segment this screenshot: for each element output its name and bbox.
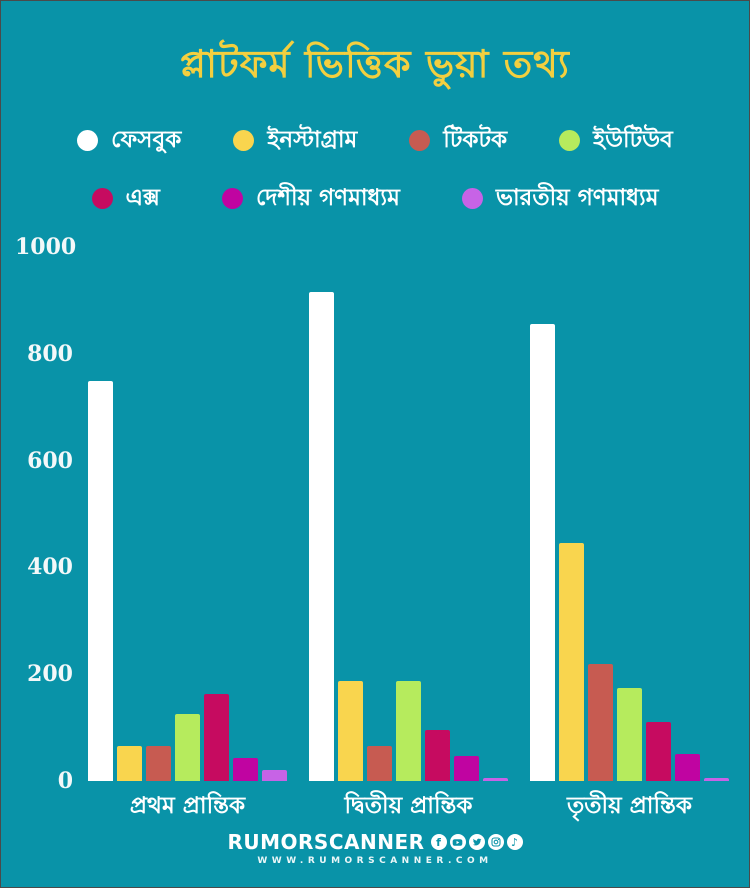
bar-ফেসবুক xyxy=(88,380,113,781)
y-tick-label: 400 xyxy=(27,554,73,581)
legend-color-dot xyxy=(409,130,431,151)
bar-group xyxy=(309,247,508,781)
x-category-label: প্রথম প্রান্তিক xyxy=(129,793,246,819)
legend-label: দেশীয় গণমাধ্যম xyxy=(255,185,400,211)
legend-label: এক্স xyxy=(125,185,160,211)
legend-color-dot xyxy=(91,188,113,209)
bar-টিকটক xyxy=(367,746,392,781)
y-tick-label: 0 xyxy=(57,768,73,794)
bar-ইউটিউব xyxy=(175,714,200,781)
legend-item: টিকটক xyxy=(409,129,507,152)
x-category-label: দ্বিতীয় প্রান্তিক xyxy=(344,793,473,819)
bar-দেশীয় গণমাধ্যম xyxy=(675,754,700,781)
legend-item: ইনস্টাগ্রাম xyxy=(233,129,357,152)
legend-label: ভারতীয় গণমাধ্যম xyxy=(495,185,659,211)
y-tick-label: 1000 xyxy=(15,234,77,260)
legend-color-dot xyxy=(461,188,483,209)
bar-ফেসবুক xyxy=(309,292,334,781)
bar-দেশীয় গণমাধ্যম xyxy=(233,758,258,781)
legend-color-dot xyxy=(233,130,255,151)
legend-label: ইনস্টাগ্রাম xyxy=(267,127,358,153)
website-url: WWW.RUMORSCANNER.COM xyxy=(257,856,493,866)
facebook-icon: f xyxy=(430,834,447,850)
legend-label: ইউটিউব xyxy=(593,127,673,153)
bar-ফেসবুক xyxy=(530,324,555,781)
brand-name: RUMORSCANNER xyxy=(227,830,425,854)
bar-ভারতীয় গণমাধ্যম xyxy=(704,778,729,781)
legend-color-dot xyxy=(559,130,581,151)
page-title: প্লাটফর্ম ভিত্তিক ভুয়া তথ্য xyxy=(180,42,570,86)
y-tick-label: 200 xyxy=(27,661,73,688)
x-category-label: তৃতীয় প্রান্তিক xyxy=(566,793,692,819)
brand-row: RUMORSCANNER f ♪ xyxy=(1,832,749,852)
instagram-icon xyxy=(487,834,504,850)
youtube-icon xyxy=(449,834,466,850)
bar-টিকটক xyxy=(588,663,613,781)
x-axis-labels: প্রথম প্রান্তিক দ্বিতীয় প্রান্তিক তৃতীয় … xyxy=(88,787,729,827)
legend-item: দেশীয় গণমাধ্যম xyxy=(221,185,400,211)
social-icons: f ♪ xyxy=(430,834,523,850)
legend-item: ফেসবুক xyxy=(77,129,181,152)
legend-label: টিকটক xyxy=(443,127,508,153)
bar-ইনস্টাগ্রাম xyxy=(559,543,584,781)
legend-item: এক্স xyxy=(91,185,160,211)
legend-row-1: ফেসবুক ইনস্টাগ্রাম টিকটক ইউটিউব xyxy=(1,129,749,152)
bar-group xyxy=(88,247,287,781)
legend-item: ভারতীয় গণমাধ্যম xyxy=(461,185,659,211)
footer: RUMORSCANNER f ♪ WWW.RUMORSCANNER.COM xyxy=(1,832,749,866)
plot-area xyxy=(88,247,729,781)
legend-label: ফেসবুক xyxy=(111,127,182,153)
bar-group xyxy=(530,247,729,781)
legend-item: ইউটিউব xyxy=(559,129,673,152)
bar-এক্স xyxy=(204,693,229,781)
y-axis: 0 200 400 600 800 1000 xyxy=(15,234,76,794)
bar-chart: 0 200 400 600 800 1000 প্রথম প্রান্তিক দ্বিতীয… xyxy=(1,234,749,819)
tiktok-icon: ♪ xyxy=(506,834,523,850)
legend-color-dot xyxy=(221,188,243,209)
bar-ইউটিউব xyxy=(396,681,421,781)
bar-ইউটিউব xyxy=(617,687,642,781)
bar-ভারতীয় গণমাধ্যম xyxy=(262,770,287,781)
bar-ইনস্টাগ্রাম xyxy=(338,681,363,781)
legend-row-2: এক্স দেশীয় গণমাধ্যম ভারতীয় গণমাধ্যম xyxy=(1,187,749,210)
legend-color-dot xyxy=(77,130,99,151)
y-tick-label: 600 xyxy=(27,447,73,474)
bar-ইনস্টাগ্রাম xyxy=(117,746,142,781)
bar-ভারতীয় গণমাধ্যম xyxy=(483,778,508,781)
bar-দেশীয় গণমাধ্যম xyxy=(454,755,479,781)
bar-এক্স xyxy=(646,722,671,781)
bar-টিকটক xyxy=(146,746,171,781)
twitter-icon xyxy=(468,834,485,850)
y-tick-label: 800 xyxy=(27,340,73,367)
bar-এক্স xyxy=(425,729,450,781)
